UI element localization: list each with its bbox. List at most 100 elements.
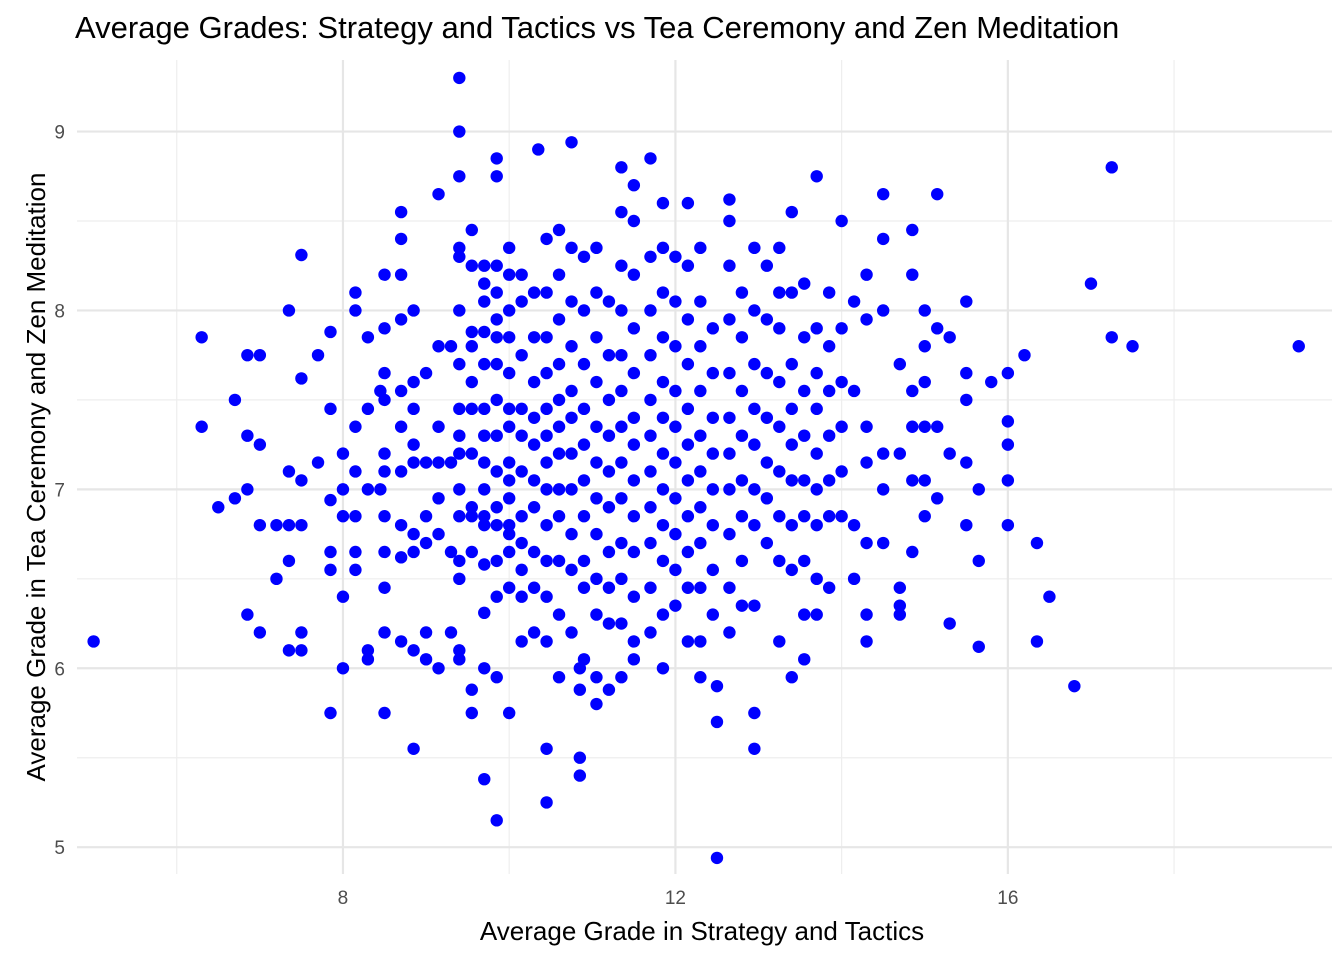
- data-point: [378, 581, 391, 594]
- data-point: [602, 617, 616, 630]
- data-point: [212, 501, 225, 514]
- data-point: [748, 518, 761, 532]
- data-point: [573, 751, 587, 764]
- data-point: [723, 313, 736, 326]
- data-point: [465, 501, 478, 514]
- data-point: [453, 402, 466, 416]
- data-point: [419, 536, 433, 550]
- data-point: [378, 626, 391, 639]
- data-point: [573, 769, 587, 782]
- data-point: [527, 626, 541, 639]
- data-point: [644, 465, 657, 478]
- data-point: [627, 474, 641, 487]
- data-point: [798, 608, 811, 621]
- data-point: [681, 545, 695, 559]
- data-point: [577, 304, 591, 317]
- data-point: [349, 420, 362, 433]
- data-point: [478, 606, 491, 620]
- data-point: [453, 304, 466, 317]
- data-point: [502, 545, 516, 559]
- data-point: [282, 465, 296, 478]
- data-point: [502, 518, 516, 532]
- data-point: [453, 653, 466, 666]
- data-point: [270, 572, 283, 586]
- data-point: [577, 402, 591, 416]
- data-point: [656, 608, 670, 621]
- data-point: [527, 545, 541, 559]
- data-point: [893, 608, 907, 621]
- data-point: [478, 772, 491, 786]
- data-point: [960, 393, 973, 407]
- data-point: [324, 706, 337, 720]
- data-point: [453, 509, 466, 523]
- data-point: [394, 518, 408, 532]
- data-point: [453, 170, 466, 183]
- data-point: [860, 536, 873, 550]
- data-point: [681, 474, 695, 487]
- data-point: [540, 590, 553, 603]
- data-point: [465, 447, 478, 460]
- x-axis-title: Average Grade in Strategy and Tactics: [480, 916, 924, 946]
- data-point: [760, 456, 774, 469]
- data-point: [918, 420, 931, 433]
- major-gridlines: [77, 60, 1332, 874]
- data-point: [1126, 340, 1139, 353]
- data-point: [478, 295, 491, 308]
- data-point: [565, 295, 578, 308]
- data-point: [295, 372, 308, 385]
- data-point: [465, 375, 478, 389]
- data-point: [502, 420, 516, 433]
- data-point: [565, 483, 578, 496]
- data-point: [407, 545, 420, 559]
- data-point: [407, 456, 420, 469]
- data-point: [615, 456, 628, 469]
- data-point: [706, 483, 720, 496]
- data-point: [490, 590, 503, 603]
- data-point: [918, 340, 931, 353]
- data-point: [282, 644, 296, 657]
- data-point: [735, 286, 749, 299]
- data-point: [432, 420, 445, 433]
- data-point: [906, 384, 919, 398]
- data-point: [810, 572, 823, 586]
- data-point: [972, 640, 985, 653]
- data-point: [627, 509, 641, 523]
- data-point: [465, 223, 478, 237]
- data-point: [798, 474, 811, 487]
- data-point: [876, 536, 890, 550]
- data-point: [656, 447, 670, 460]
- data-point: [453, 644, 466, 657]
- data-point: [590, 608, 603, 621]
- data-point: [694, 671, 707, 684]
- data-point: [669, 563, 682, 577]
- data-point: [590, 697, 603, 711]
- data-point: [378, 268, 391, 281]
- data-point: [527, 438, 541, 451]
- data-point: [656, 483, 670, 496]
- data-point: [644, 393, 657, 407]
- data-point: [540, 429, 553, 442]
- data-point: [669, 456, 682, 469]
- data-point: [602, 429, 616, 442]
- data-point: [407, 438, 420, 451]
- data-point: [602, 465, 616, 478]
- data-point: [552, 483, 566, 496]
- data-point: [565, 340, 578, 353]
- data-point: [295, 626, 308, 639]
- data-point: [478, 277, 491, 290]
- data-point: [669, 527, 682, 541]
- data-point: [1001, 415, 1015, 428]
- data-point: [748, 357, 761, 371]
- data-point: [378, 447, 391, 460]
- data-point: [960, 518, 973, 532]
- data-point: [972, 554, 985, 568]
- data-point: [785, 518, 798, 532]
- data-point: [465, 402, 478, 416]
- data-point: [478, 259, 491, 272]
- data-point: [785, 286, 798, 299]
- data-point: [540, 286, 553, 299]
- data-point: [960, 366, 973, 380]
- data-point: [394, 268, 408, 281]
